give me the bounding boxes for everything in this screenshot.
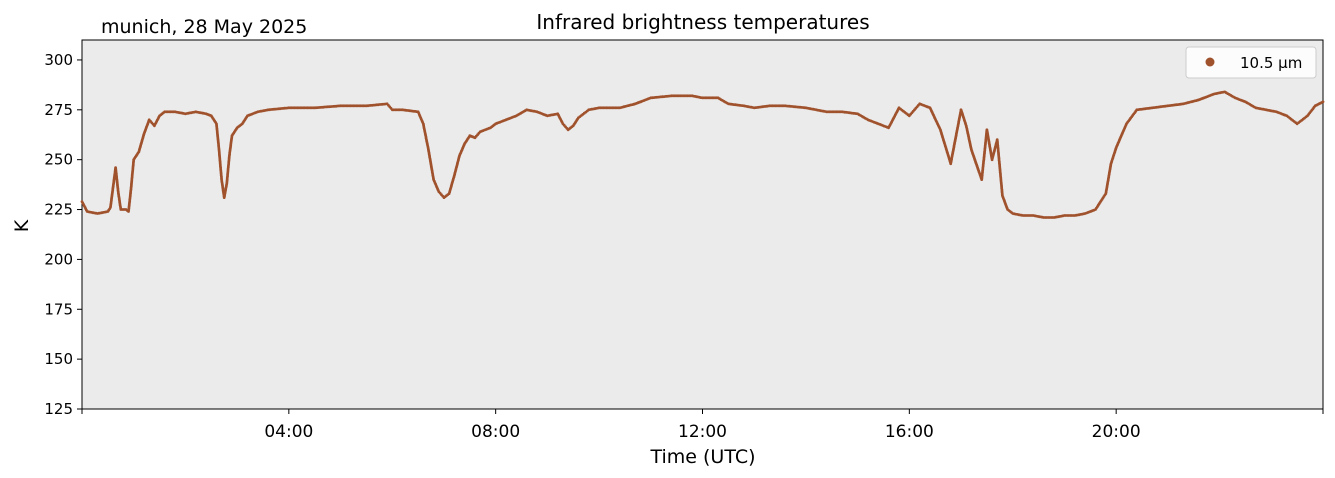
x-axis-label: Time (UTC) (649, 446, 755, 468)
data-point (1321, 100, 1325, 104)
x-axis-ticks: 04:00 08:00 12:00 16:00 20:00 (81, 409, 1324, 442)
y-tick-label: 300 (44, 51, 73, 69)
series-points (80, 90, 1325, 219)
y-axis-label: K (11, 219, 33, 232)
chart-subtitle: munich, 28 May 2025 (101, 16, 307, 38)
y-tick-label: 225 (44, 201, 73, 219)
x-tick-label: 04:00 (264, 422, 313, 442)
y-tick-label: 125 (44, 400, 73, 418)
y-tick-label: 275 (44, 101, 73, 119)
y-axis-ticks: 125 150 175 200 225 250 275 300 (44, 51, 82, 418)
plot-background (81, 39, 1324, 410)
legend-box (1185, 46, 1317, 79)
x-tick-label: 16:00 (885, 422, 934, 442)
x-tick-label: 20:00 (1092, 422, 1141, 442)
legend: 10.5 µm (1185, 46, 1317, 79)
y-tick-label: 150 (44, 350, 73, 368)
x-tick-label: 08:00 (471, 422, 520, 442)
y-tick-label: 175 (44, 300, 73, 318)
y-tick-label: 250 (44, 151, 73, 169)
legend-label: 10.5 µm (1240, 54, 1302, 72)
legend-marker (1205, 57, 1215, 67)
x-tick-label: 12:00 (678, 422, 727, 442)
chart-title: Infrared brightness temperatures (536, 10, 869, 34)
y-tick-label: 200 (44, 250, 73, 268)
plot-area (80, 39, 1325, 410)
